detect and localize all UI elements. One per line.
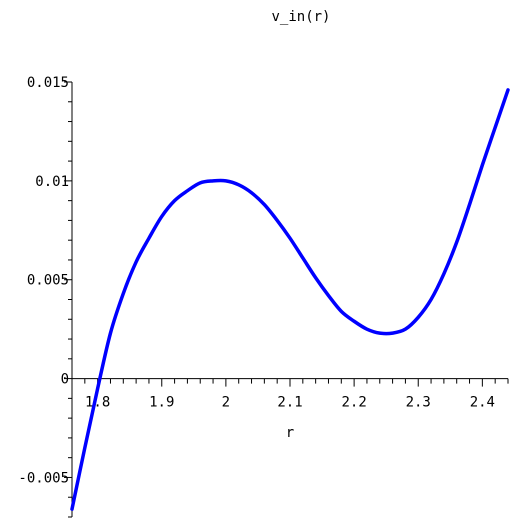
y-tick-label: 0.015 [27, 75, 69, 91]
y-ticks [64, 81, 72, 518]
y-tick-labels: -0.005 0 0.005 0.01 0.015 [18, 75, 69, 486]
chart-title: v_in(r) [271, 9, 330, 25]
y-tick-label: 0.01 [35, 174, 69, 190]
series-line [70, 88, 510, 511]
x-axis-label: r [286, 425, 294, 441]
x-tick-label: 2.3 [406, 395, 431, 411]
x-tick-label: 2.4 [470, 395, 495, 411]
y-tick-label: -0.005 [18, 470, 69, 486]
x-tick-label: 2.1 [277, 395, 302, 411]
x-tick-label: 1.9 [149, 395, 174, 411]
x-tick-label: 1.8 [85, 395, 110, 411]
x-tick-label: 2.2 [341, 395, 366, 411]
x-tick-label: 2 [222, 395, 230, 411]
x-ticks [71, 378, 509, 387]
y-tick-label: 0 [61, 372, 69, 388]
y-tick-label: 0.005 [27, 273, 69, 289]
x-tick-labels: 1.8 1.9 2 2.1 2.2 2.3 2.4 [85, 395, 495, 411]
series-group [70, 88, 510, 511]
